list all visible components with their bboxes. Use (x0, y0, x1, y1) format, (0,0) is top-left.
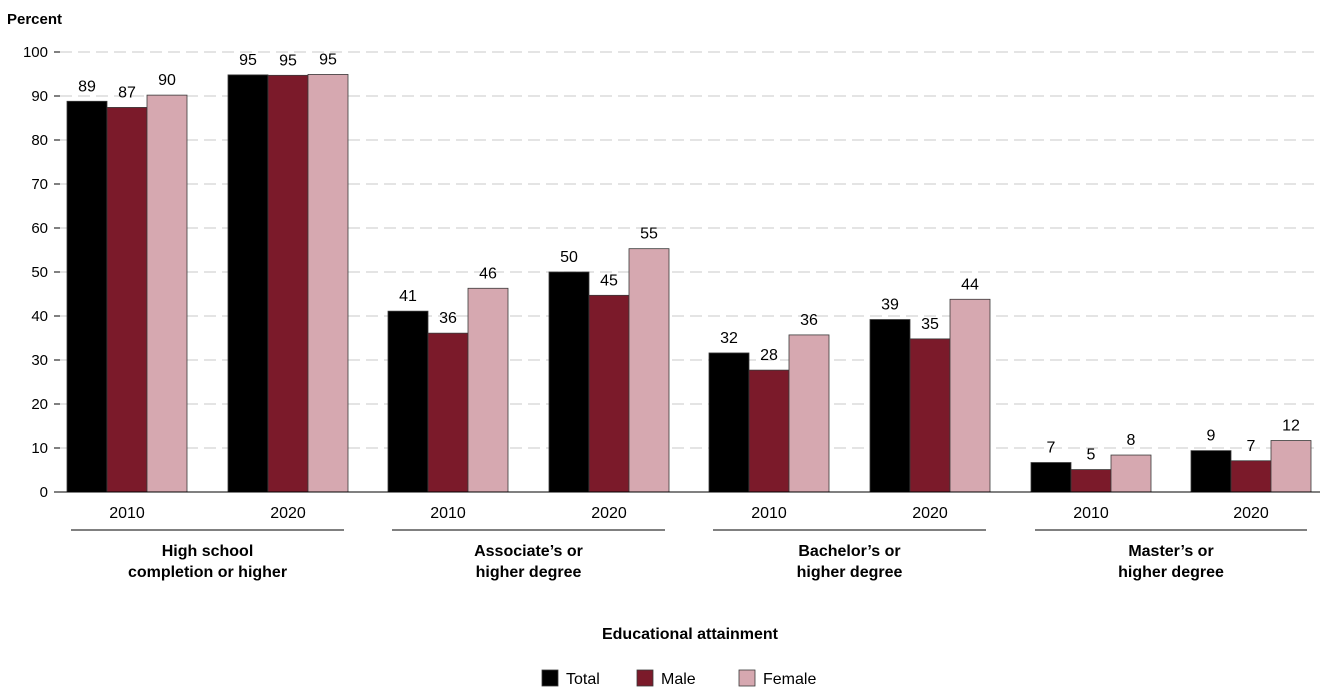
x-tick-label: 2010 (1073, 505, 1109, 522)
x-axis: 2010 2020 High school completion or higher 2… (60, 491, 1320, 581)
data-label: 5 (1087, 447, 1096, 464)
data-label: 9 (1207, 428, 1216, 445)
y-tick-label: 90 (31, 88, 48, 105)
y-axis-label: Percent (7, 11, 62, 28)
group-label: higher degree (476, 564, 582, 581)
y-tick-label: 40 (31, 308, 48, 325)
data-label: 95 (319, 51, 337, 68)
legend-swatch-female (738, 669, 756, 687)
legend: Total Male Female (541, 669, 816, 687)
data-label: 7 (1247, 438, 1256, 455)
data-label: 36 (800, 312, 818, 329)
y-tick-label: 50 (31, 264, 48, 281)
bar-male (427, 332, 469, 493)
bar-male (267, 74, 309, 493)
bar-total (1190, 450, 1232, 493)
data-label: 87 (118, 84, 136, 101)
data-label: 95 (279, 52, 297, 69)
x-tick-label: 2010 (751, 505, 787, 522)
bar-female (467, 287, 509, 493)
data-label: 44 (961, 276, 979, 293)
legend-label: Total (566, 671, 600, 687)
bar-female (146, 94, 188, 493)
bars (66, 74, 1312, 493)
y-tick-label: 10 (31, 440, 48, 457)
x-tick-label: 2010 (430, 505, 466, 522)
data-label: 41 (399, 288, 417, 305)
data-label: 8 (1127, 432, 1136, 449)
data-label: 36 (439, 310, 457, 327)
y-tick-label: 30 (31, 352, 48, 369)
y-tick-label: 60 (31, 220, 48, 237)
x-tick-label: 2020 (912, 505, 948, 522)
legend-label: Female (763, 671, 816, 687)
data-label: 7 (1047, 440, 1056, 457)
group-label: higher degree (797, 564, 903, 581)
data-label: 45 (600, 272, 618, 289)
bar-male (748, 369, 790, 493)
bar-total (227, 74, 269, 493)
y-tick-label: 80 (31, 132, 48, 149)
bar-total (869, 319, 911, 493)
data-label: 39 (881, 297, 899, 314)
bar-male (588, 294, 630, 493)
bar-male (1230, 460, 1272, 493)
y-tick-label: 100 (23, 44, 48, 61)
group-label: higher degree (1118, 564, 1224, 581)
data-label: 32 (720, 330, 738, 347)
bar-female (788, 334, 830, 493)
x-tick-label: 2020 (270, 505, 306, 522)
bar-total (548, 271, 590, 493)
bar-male (909, 338, 951, 493)
data-label: 95 (239, 52, 257, 69)
x-axis-title: Educational attainment (602, 626, 779, 643)
group-label: Master’s or (1128, 543, 1213, 560)
bar-female (628, 248, 670, 493)
data-label: 46 (479, 265, 497, 282)
data-label: 89 (78, 78, 96, 95)
x-tick-label: 2020 (1233, 505, 1269, 522)
group-label: Associate’s or (474, 543, 583, 560)
x-tick-label: 2010 (109, 505, 145, 522)
bar-total (708, 352, 750, 493)
y-tick-label: 20 (31, 396, 48, 413)
bar-male (106, 107, 148, 493)
y-tick-label: 70 (31, 176, 48, 193)
data-label: 50 (560, 249, 578, 266)
bar-male (1070, 469, 1112, 493)
group-label: High school (162, 543, 254, 560)
group-label: Bachelor’s or (798, 543, 900, 560)
bar-female (307, 74, 349, 493)
y-axis-ticks: 0 10 20 30 40 50 60 70 80 90 100 (23, 44, 60, 501)
bar-total (1030, 462, 1072, 493)
data-label: 90 (158, 72, 176, 89)
data-label: 55 (640, 226, 658, 243)
bar-female (1110, 454, 1152, 493)
x-tick-label: 2020 (591, 505, 627, 522)
legend-swatch-total (541, 669, 559, 687)
data-label: 35 (921, 316, 939, 333)
bar-female (1270, 440, 1312, 493)
bar-total (66, 100, 108, 493)
legend-label: Male (661, 671, 696, 687)
legend-swatch-male (636, 669, 654, 687)
data-label: 12 (1282, 418, 1300, 435)
y-tick-label: 0 (40, 484, 48, 501)
bar-female (949, 298, 991, 493)
group-label: completion or higher (128, 564, 287, 581)
data-label: 28 (760, 347, 778, 364)
bar-total (387, 310, 429, 493)
